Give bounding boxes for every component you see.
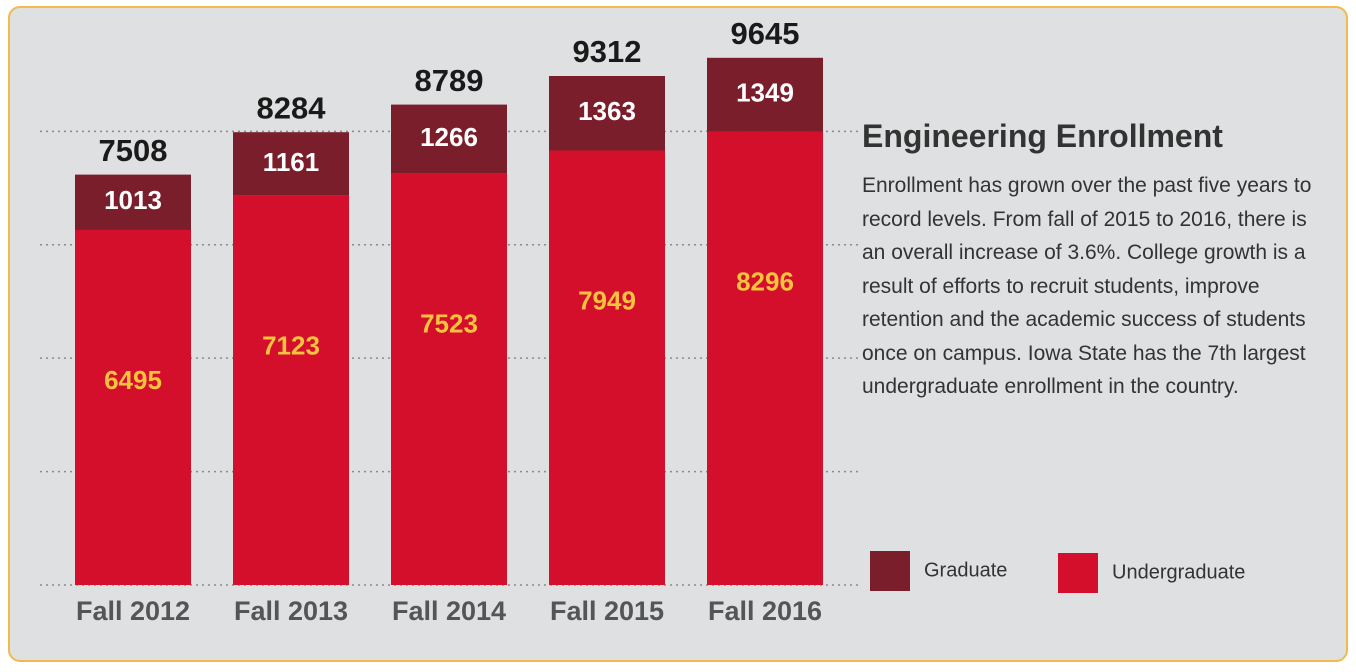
bar-segment xyxy=(233,195,349,586)
total-label: 8284 xyxy=(257,90,327,125)
x-tick-label: Fall 2014 xyxy=(392,596,506,626)
bar-segment xyxy=(549,76,665,151)
value-label: 7949 xyxy=(578,285,636,315)
bar-segment xyxy=(707,131,823,585)
value-label: 7523 xyxy=(420,309,478,339)
chart-title: Engineering Enrollment xyxy=(862,118,1223,154)
legend-swatch xyxy=(1058,553,1098,593)
panel xyxy=(8,6,1348,662)
x-tick-label: Fall 2015 xyxy=(550,596,664,626)
total-label: 9312 xyxy=(573,34,642,69)
value-label: 1161 xyxy=(263,147,319,177)
total-label: 7508 xyxy=(99,133,168,168)
bar-segment xyxy=(707,57,823,132)
x-tick-label: Fall 2016 xyxy=(708,596,822,626)
value-label: 8296 xyxy=(736,266,794,296)
x-tick-label: Fall 2012 xyxy=(76,596,190,626)
description: Enrollment has grown over the past five … xyxy=(862,174,1312,398)
value-label: 1349 xyxy=(736,78,794,108)
total-label: 9645 xyxy=(731,16,800,51)
total-label: 8789 xyxy=(415,63,484,98)
value-label: 1363 xyxy=(578,96,636,126)
value-label: 1013 xyxy=(104,185,162,215)
bar-segment xyxy=(75,174,191,230)
bar-segment xyxy=(391,173,507,585)
bar-segment xyxy=(391,104,507,174)
legend-swatch xyxy=(870,551,910,591)
legend-label: Graduate xyxy=(924,559,1007,581)
value-label: 1266 xyxy=(420,122,478,152)
bar-segment xyxy=(75,229,191,585)
info-block: Engineering Enrollment Enrollment has gr… xyxy=(862,118,1332,404)
x-tick-label: Fall 2013 xyxy=(234,596,348,626)
bar-segment xyxy=(549,150,665,585)
bar-segment xyxy=(233,132,349,196)
value-label: 7123 xyxy=(262,331,320,361)
value-label: 6495 xyxy=(104,365,162,395)
legend-label: Undergraduate xyxy=(1112,561,1245,583)
